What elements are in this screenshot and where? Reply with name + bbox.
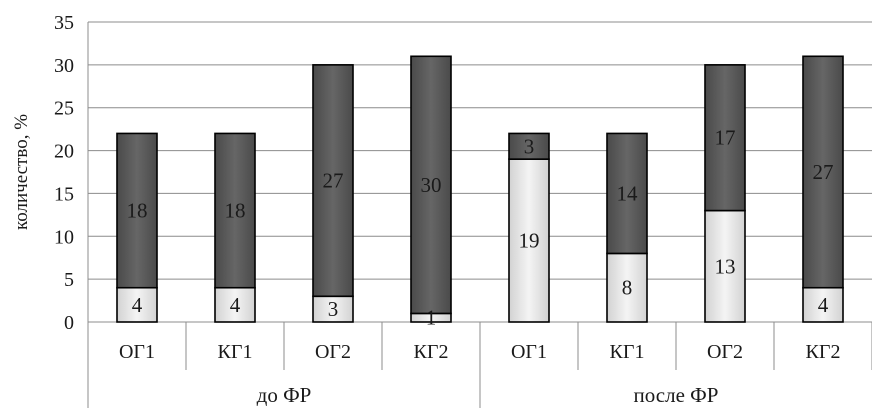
bar-segment [606, 132, 648, 255]
y-tick-label: 10 [54, 226, 74, 248]
bar-segment [312, 64, 354, 298]
data-label: 8 [622, 276, 633, 300]
data-label: 13 [715, 254, 736, 278]
bar-segment [214, 132, 256, 289]
x-category-label: КГ2 [414, 341, 449, 363]
bar-segment [508, 132, 550, 160]
bar-segment [410, 55, 452, 315]
data-label: 14 [617, 181, 639, 205]
bar-segment [116, 132, 158, 289]
gridlines [88, 21, 872, 323]
y-tick-label: 25 [54, 98, 74, 120]
y-tick-label: 15 [54, 183, 74, 205]
x-category-label: КГ2 [806, 341, 841, 363]
bar-segment [508, 158, 550, 323]
x-group-label: после ФР [634, 383, 719, 407]
axes [87, 22, 872, 408]
x-category-label: КГ1 [218, 341, 253, 363]
data-label: 4 [132, 293, 143, 317]
y-tick-label: 20 [54, 141, 74, 163]
bar-segment [802, 286, 844, 323]
y-tick-label: 35 [54, 12, 74, 34]
x-category-label: КГ1 [610, 341, 645, 363]
data-label: 1 [426, 306, 437, 330]
y-tick-label: 0 [64, 312, 74, 334]
data-label: 17 [715, 126, 736, 150]
x-category-label: ОГ2 [315, 341, 351, 363]
data-label: 18 [225, 199, 246, 223]
data-label: 27 [813, 160, 834, 184]
data-label: 4 [230, 293, 241, 317]
data-label: 27 [323, 169, 344, 193]
data-label: 3 [524, 134, 535, 158]
x-category-label: ОГ1 [119, 341, 155, 363]
bar-segment [704, 64, 746, 212]
data-label: 19 [519, 229, 540, 253]
x-group-label: до ФР [257, 383, 312, 407]
bar-segment [312, 295, 354, 323]
bar-segment [606, 252, 648, 323]
bars [116, 55, 844, 323]
x-category-label: ОГ2 [707, 341, 743, 363]
data-label: 4 [818, 293, 829, 317]
y-axis-title: количество, % [11, 114, 32, 230]
x-category-label: ОГ1 [511, 341, 547, 363]
data-label: 30 [421, 173, 442, 197]
y-tick-label: 5 [64, 269, 74, 291]
y-tick-label: 30 [54, 55, 74, 77]
bar-segment [802, 55, 844, 289]
data-label: 3 [328, 297, 339, 321]
data-label: 18 [127, 199, 148, 223]
bar-segment [116, 286, 158, 323]
labels: 0 5 10 15 20 25 30 35 4 18 ОГ1 4 18 КГ1 3 27 ОГ2 1 30 КГ2 19… [11, 12, 840, 407]
